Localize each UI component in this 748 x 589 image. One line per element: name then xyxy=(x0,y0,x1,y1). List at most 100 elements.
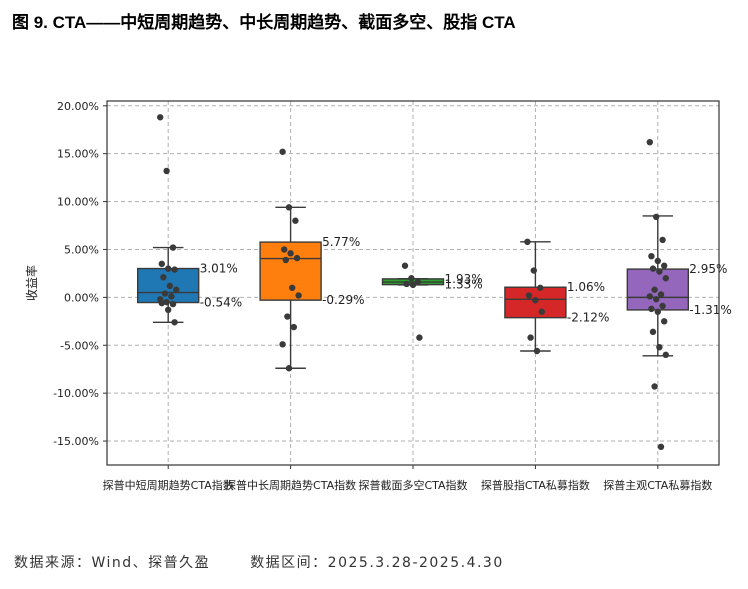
data-point xyxy=(661,318,668,325)
data-point xyxy=(657,443,665,450)
data-point xyxy=(171,266,178,273)
data-point xyxy=(648,252,655,260)
x-tick-label: 探普中短周期趋势CTA指数 xyxy=(103,478,234,492)
data-point xyxy=(166,282,173,290)
q1-label: -2.12% xyxy=(567,311,609,325)
label-layer: 3.01% -0.54% 5.77% -0.29% 1.93%1.33% 1.06% -2.… xyxy=(200,235,732,325)
y-tick-label: 15.00% xyxy=(57,148,99,161)
data-point xyxy=(653,296,660,303)
data-point xyxy=(161,290,169,297)
data-point xyxy=(279,341,286,348)
figure-title: 图 9. CTA——中短周期趋势、中长周期趋势、截面多空、股指 CTA xyxy=(12,13,516,32)
y-axis-label: 收益率 xyxy=(24,265,39,301)
y-tick-label: -10.00% xyxy=(53,387,99,400)
data-point xyxy=(284,313,291,320)
data-point xyxy=(651,383,658,390)
data-period: 数据区间：2025.3.28-2025.4.30 xyxy=(250,555,504,571)
point-layer xyxy=(157,114,669,450)
data-point xyxy=(160,274,167,281)
data-point xyxy=(532,297,539,304)
data-point xyxy=(533,347,541,355)
data-point xyxy=(285,365,293,372)
data-point xyxy=(287,250,294,257)
data-point xyxy=(653,213,660,221)
axis-layer: 20.00% 15.00% 10.00% 5.00% 0.00% -5.00% -10.00… xyxy=(53,100,720,492)
footer: 数据来源：Wind、探普久盈 数据区间：2025.3.28-2025.4.30 xyxy=(14,552,504,572)
data-point xyxy=(656,343,663,351)
data-point xyxy=(648,305,655,313)
data-point xyxy=(646,138,653,146)
data-point xyxy=(403,280,410,288)
x-tick-label: 探普股指CTA私募指数 xyxy=(481,478,590,492)
data-source: 数据来源：Wind、探普久盈 xyxy=(14,555,211,571)
y-tick-label: 10.00% xyxy=(57,196,99,209)
x-tick-label: 探普中长周期趋势CTA指数 xyxy=(225,478,356,492)
data-point xyxy=(646,293,653,300)
box-group xyxy=(504,241,567,352)
y-tick-label: 5.00% xyxy=(64,243,99,256)
q1-label: 1.33% xyxy=(445,278,483,292)
data-point xyxy=(293,254,301,262)
y-tick-label: -5.00% xyxy=(60,339,99,352)
data-point xyxy=(654,308,661,315)
data-point xyxy=(651,286,658,293)
y-tick-label: 0.00% xyxy=(64,291,99,304)
q3-label: 5.77% xyxy=(322,235,360,249)
data-point xyxy=(158,260,165,268)
data-point xyxy=(416,334,423,341)
data-point xyxy=(158,299,165,307)
data-point xyxy=(662,351,669,359)
data-point xyxy=(165,306,172,314)
q3-label: 1.93% xyxy=(445,272,483,286)
data-point xyxy=(659,302,666,310)
q3-label: 2.95% xyxy=(689,262,727,276)
box xyxy=(626,268,689,311)
plot-frame xyxy=(106,100,720,466)
data-point xyxy=(401,262,409,269)
data-point xyxy=(290,323,297,331)
data-point xyxy=(662,275,669,282)
data-point xyxy=(525,292,533,299)
data-point xyxy=(295,292,302,299)
x-tick-label: 探普主观CTA私募指数 xyxy=(603,478,712,492)
data-point xyxy=(537,284,544,291)
y-tick-label: 20.00% xyxy=(57,100,99,113)
data-point xyxy=(530,267,537,274)
data-point xyxy=(157,114,164,121)
box xyxy=(504,286,567,319)
data-point xyxy=(524,238,531,246)
data-point xyxy=(163,298,170,306)
data-point xyxy=(408,275,415,282)
data-point xyxy=(649,265,657,272)
data-point xyxy=(654,257,661,265)
y-tick-label: -15.00% xyxy=(53,435,99,448)
data-point xyxy=(285,204,293,211)
data-point xyxy=(173,286,180,293)
data-point xyxy=(165,265,172,272)
data-point xyxy=(292,217,299,224)
data-point xyxy=(657,291,665,298)
data-point xyxy=(279,148,286,155)
box-group xyxy=(626,215,689,357)
x-tick-label: 探普截面多空CTA指数 xyxy=(358,478,467,492)
data-point xyxy=(163,167,170,175)
data-point xyxy=(414,278,421,286)
q1-label: -0.29% xyxy=(322,293,364,307)
data-point xyxy=(281,246,288,253)
data-point xyxy=(659,236,666,244)
data-point xyxy=(169,300,177,308)
data-point xyxy=(656,268,663,275)
data-point xyxy=(527,334,534,341)
q1-label: -0.54% xyxy=(200,296,242,310)
data-point xyxy=(169,244,177,251)
data-point xyxy=(661,262,668,269)
data-point xyxy=(289,284,296,291)
data-point xyxy=(649,328,657,336)
q3-label: 3.01% xyxy=(200,262,238,276)
data-point xyxy=(168,293,175,300)
data-point xyxy=(409,281,417,289)
data-point xyxy=(538,308,545,315)
q3-label: 1.06% xyxy=(567,280,605,294)
